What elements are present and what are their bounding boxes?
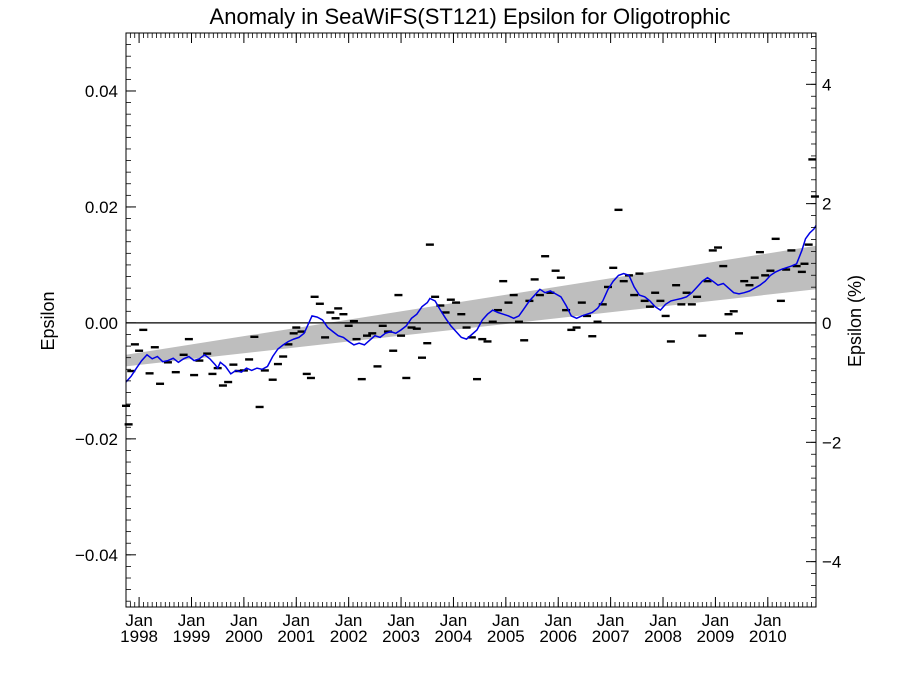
x-tick-month-label: Jan xyxy=(754,611,781,630)
y-tick-label: −0.04 xyxy=(75,546,118,565)
x-tick-year-label: 2008 xyxy=(644,627,682,646)
x-tick-year-label: 2007 xyxy=(592,627,630,646)
x-tick-month-label: Jan xyxy=(387,611,414,630)
chart-title: Anomaly in SeaWiFS(ST121) Epsilon for Ol… xyxy=(210,4,731,29)
axes-layer: 0.040.020.00−0.02−0.04420−2−4Jan1998Jan1… xyxy=(75,32,841,646)
x-tick-year-label: 2010 xyxy=(749,627,787,646)
y2-tick-label: −4 xyxy=(822,553,841,572)
trend-band xyxy=(126,245,816,367)
y-axis-label: Epsilon xyxy=(38,291,58,350)
x-tick-year-label: 2004 xyxy=(435,627,473,646)
y2-tick-label: 2 xyxy=(822,195,831,214)
x-tick-year-label: 1999 xyxy=(173,627,211,646)
x-tick-month-label: Jan xyxy=(178,611,205,630)
x-tick-year-label: 2000 xyxy=(225,627,263,646)
x-tick-year-label: 2003 xyxy=(382,627,420,646)
x-tick-month-label: Jan xyxy=(283,611,310,630)
smoothed-series-line xyxy=(125,225,817,383)
y-tick-label: 0.00 xyxy=(85,314,118,333)
x-tick-month-label: Jan xyxy=(230,611,257,630)
y2-tick-label: −2 xyxy=(822,433,841,452)
x-tick-year-label: 2001 xyxy=(277,627,315,646)
smoothed-line-layer xyxy=(125,225,817,383)
y-tick-label: −0.02 xyxy=(75,430,118,449)
y2-tick-label: 0 xyxy=(822,314,831,333)
x-tick-month-label: Jan xyxy=(597,611,624,630)
x-tick-year-label: 2009 xyxy=(696,627,734,646)
x-tick-year-label: 1998 xyxy=(120,627,158,646)
x-tick-year-label: 2002 xyxy=(330,627,368,646)
trend-band-layer xyxy=(126,245,816,367)
x-tick-month-label: Jan xyxy=(440,611,467,630)
y2-tick-label: 4 xyxy=(822,75,831,94)
x-tick-year-label: 2006 xyxy=(539,627,577,646)
x-tick-month-label: Jan xyxy=(335,611,362,630)
data-points-layer xyxy=(122,158,819,426)
y-tick-label: 0.02 xyxy=(85,198,118,217)
y-tick-label: 0.04 xyxy=(85,82,118,101)
x-tick-month-label: Jan xyxy=(492,611,519,630)
x-tick-month-label: Jan xyxy=(125,611,152,630)
y2-axis-label: Epsilon (%) xyxy=(845,275,865,367)
x-tick-year-label: 2005 xyxy=(487,627,525,646)
x-tick-month-label: Jan xyxy=(649,611,676,630)
x-tick-month-label: Jan xyxy=(545,611,572,630)
x-tick-month-label: Jan xyxy=(702,611,729,630)
